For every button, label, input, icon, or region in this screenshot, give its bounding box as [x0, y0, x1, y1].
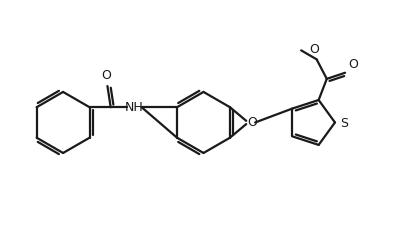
Text: O: O [310, 43, 319, 56]
Text: O: O [101, 69, 111, 82]
Text: S: S [340, 117, 348, 130]
Text: O: O [348, 58, 358, 71]
Text: O: O [247, 116, 257, 129]
Text: NH: NH [125, 101, 144, 114]
